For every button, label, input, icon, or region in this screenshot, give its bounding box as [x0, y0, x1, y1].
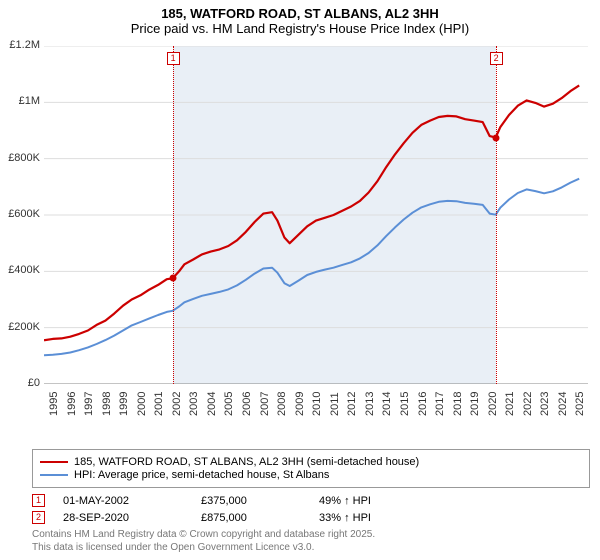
x-tick-label: 1998: [101, 392, 113, 416]
x-tick-label: 1997: [83, 392, 95, 416]
x-tick-label: 1999: [118, 392, 130, 416]
x-tick-label: 2011: [329, 392, 341, 416]
x-tick-label: 2006: [241, 392, 253, 416]
y-tick-label: £200K: [8, 321, 40, 333]
sale-point-dot: [169, 275, 176, 282]
chart-title: 185, WATFORD ROAD, ST ALBANS, AL2 3HH Pr…: [0, 0, 600, 36]
y-tick-label: £1.2M: [9, 39, 40, 51]
legend-swatch: [40, 461, 68, 463]
sale-marker-box: 2: [490, 52, 503, 65]
x-tick-label: 2024: [557, 392, 569, 416]
y-tick-label: £400K: [8, 264, 40, 276]
y-tick-label: £600K: [8, 208, 40, 220]
x-tick-label: 2000: [136, 392, 148, 416]
y-tick-label: £800K: [8, 152, 40, 164]
x-tick-label: 2016: [417, 392, 429, 416]
x-tick-label: 2002: [171, 392, 183, 416]
x-tick-label: 1995: [48, 392, 60, 416]
sale-vs-hpi: 33% ↑ HPI: [319, 512, 371, 524]
series-hpi: [44, 179, 579, 356]
sale-vs-hpi: 49% ↑ HPI: [319, 495, 371, 507]
sale-row: 1 01-MAY-2002 £375,000 49% ↑ HPI: [32, 494, 590, 507]
title-line2: Price paid vs. HM Land Registry's House …: [0, 21, 600, 36]
x-tick-label: 2015: [399, 392, 411, 416]
sale-date: 01-MAY-2002: [63, 495, 173, 507]
x-tick-label: 2009: [294, 392, 306, 416]
sales-table: 1 01-MAY-2002 £375,000 49% ↑ HPI 2 28-SEP-202…: [32, 494, 590, 524]
sale-date: 28-SEP-2020: [63, 512, 173, 524]
sale-point-dot: [492, 134, 499, 141]
x-tick-label: 2020: [487, 392, 499, 416]
legend-swatch: [40, 474, 68, 476]
footnote-line2: This data is licensed under the Open Gov…: [32, 542, 590, 555]
footnote: Contains HM Land Registry data © Crown c…: [32, 529, 590, 554]
x-tick-label: 2023: [539, 392, 551, 416]
x-tick-label: 2001: [153, 392, 165, 416]
sale-marker-box: 1: [167, 52, 180, 65]
x-tick-label: 2012: [346, 392, 358, 416]
x-tick-label: 2005: [223, 392, 235, 416]
x-tick-label: 2013: [364, 392, 376, 416]
x-tick-label: 2008: [276, 392, 288, 416]
footnote-line1: Contains HM Land Registry data © Crown c…: [32, 529, 590, 542]
legend-row: HPI: Average price, semi-detached house,…: [40, 469, 582, 481]
x-tick-label: 2003: [188, 392, 200, 416]
x-tick-label: 2004: [206, 392, 218, 416]
x-tick-label: 2022: [522, 392, 534, 416]
x-tick-label: 1996: [66, 392, 78, 416]
info-panel: 185, WATFORD ROAD, ST ALBANS, AL2 3HH (s…: [32, 449, 590, 554]
x-tick-label: 2007: [259, 392, 271, 416]
sale-marker-box: 2: [32, 511, 45, 524]
title-line1: 185, WATFORD ROAD, ST ALBANS, AL2 3HH: [0, 6, 600, 21]
x-tick-label: 2017: [434, 392, 446, 416]
legend-label: HPI: Average price, semi-detached house,…: [74, 469, 329, 481]
x-tick-label: 2018: [452, 392, 464, 416]
legend-row: 185, WATFORD ROAD, ST ALBANS, AL2 3HH (s…: [40, 456, 582, 468]
legend-box: 185, WATFORD ROAD, ST ALBANS, AL2 3HH (s…: [32, 449, 590, 488]
y-tick-label: £1M: [19, 95, 40, 107]
chart-plot-area: 12: [44, 46, 588, 384]
x-tick-label: 2014: [381, 392, 393, 416]
x-tick-label: 2021: [504, 392, 516, 416]
x-tick-label: 2010: [311, 392, 323, 416]
sale-vline: [496, 46, 497, 384]
series-price_paid: [44, 85, 579, 340]
sale-marker-box: 1: [32, 494, 45, 507]
sale-price: £875,000: [201, 512, 291, 524]
sale-row: 2 28-SEP-2020 £875,000 33% ↑ HPI: [32, 511, 590, 524]
x-tick-label: 2025: [574, 392, 586, 416]
x-tick-label: 2019: [469, 392, 481, 416]
sale-price: £375,000: [201, 495, 291, 507]
chart-svg: [44, 46, 588, 384]
sale-vline: [173, 46, 174, 384]
y-tick-label: £0: [28, 377, 40, 389]
legend-label: 185, WATFORD ROAD, ST ALBANS, AL2 3HH (s…: [74, 456, 419, 468]
